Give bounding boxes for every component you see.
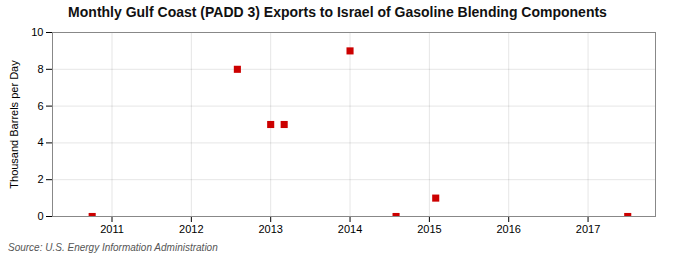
svg-text:2013: 2013 — [258, 223, 282, 235]
svg-text:0: 0 — [37, 210, 43, 222]
svg-text:4: 4 — [37, 136, 43, 148]
svg-text:2015: 2015 — [417, 223, 441, 235]
svg-text:2012: 2012 — [179, 223, 203, 235]
html-text:Source: U.S. Energy Informatio: Source: U.S. Energy Information Administ… — [8, 242, 218, 253]
svg-text:10: 10 — [31, 26, 43, 38]
svg-text:6: 6 — [37, 100, 43, 112]
svg-text:2016: 2016 — [496, 223, 520, 235]
svg-text:2011: 2011 — [100, 223, 124, 235]
svg-text:2017: 2017 — [576, 223, 600, 235]
html-text:Monthly Gulf Coast (PADD 3) Ex: Monthly Gulf Coast (PADD 3) Exports to I… — [68, 4, 607, 20]
svg-text:8: 8 — [37, 63, 43, 75]
svg-text:2014: 2014 — [338, 223, 362, 235]
svg-text:2: 2 — [37, 173, 43, 185]
svg-text:Thousand Barrels per Day: Thousand Barrels per Day — [8, 60, 20, 189]
